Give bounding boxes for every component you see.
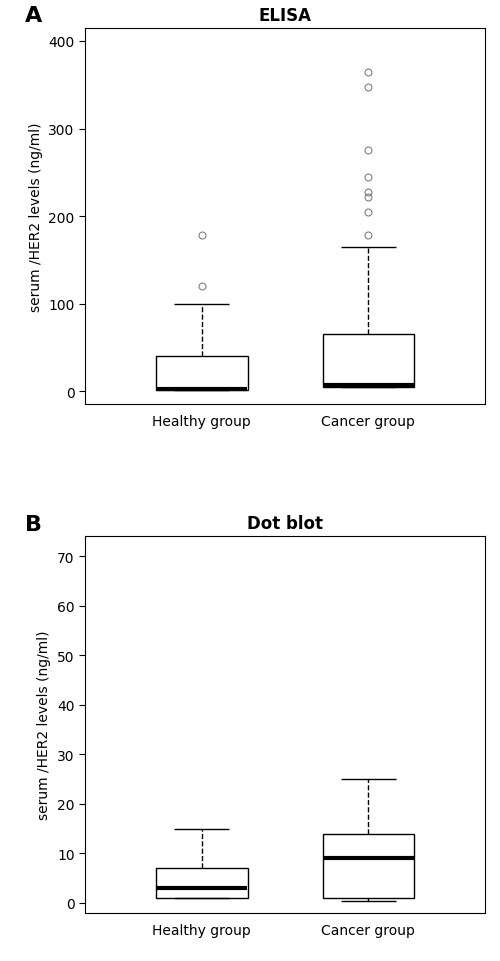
Bar [156, 869, 248, 899]
Bar [322, 834, 414, 899]
Text: A: A [25, 7, 42, 26]
Bar [156, 357, 248, 390]
Title: ELISA: ELISA [258, 7, 312, 24]
Title: Dot blot: Dot blot [247, 514, 323, 532]
Y-axis label: serum /HER2 levels (ng/ml): serum /HER2 levels (ng/ml) [38, 630, 52, 820]
Text: B: B [25, 514, 42, 534]
Bar [322, 335, 414, 387]
Y-axis label: serum /HER2 levels (ng/ml): serum /HER2 levels (ng/ml) [28, 122, 42, 311]
